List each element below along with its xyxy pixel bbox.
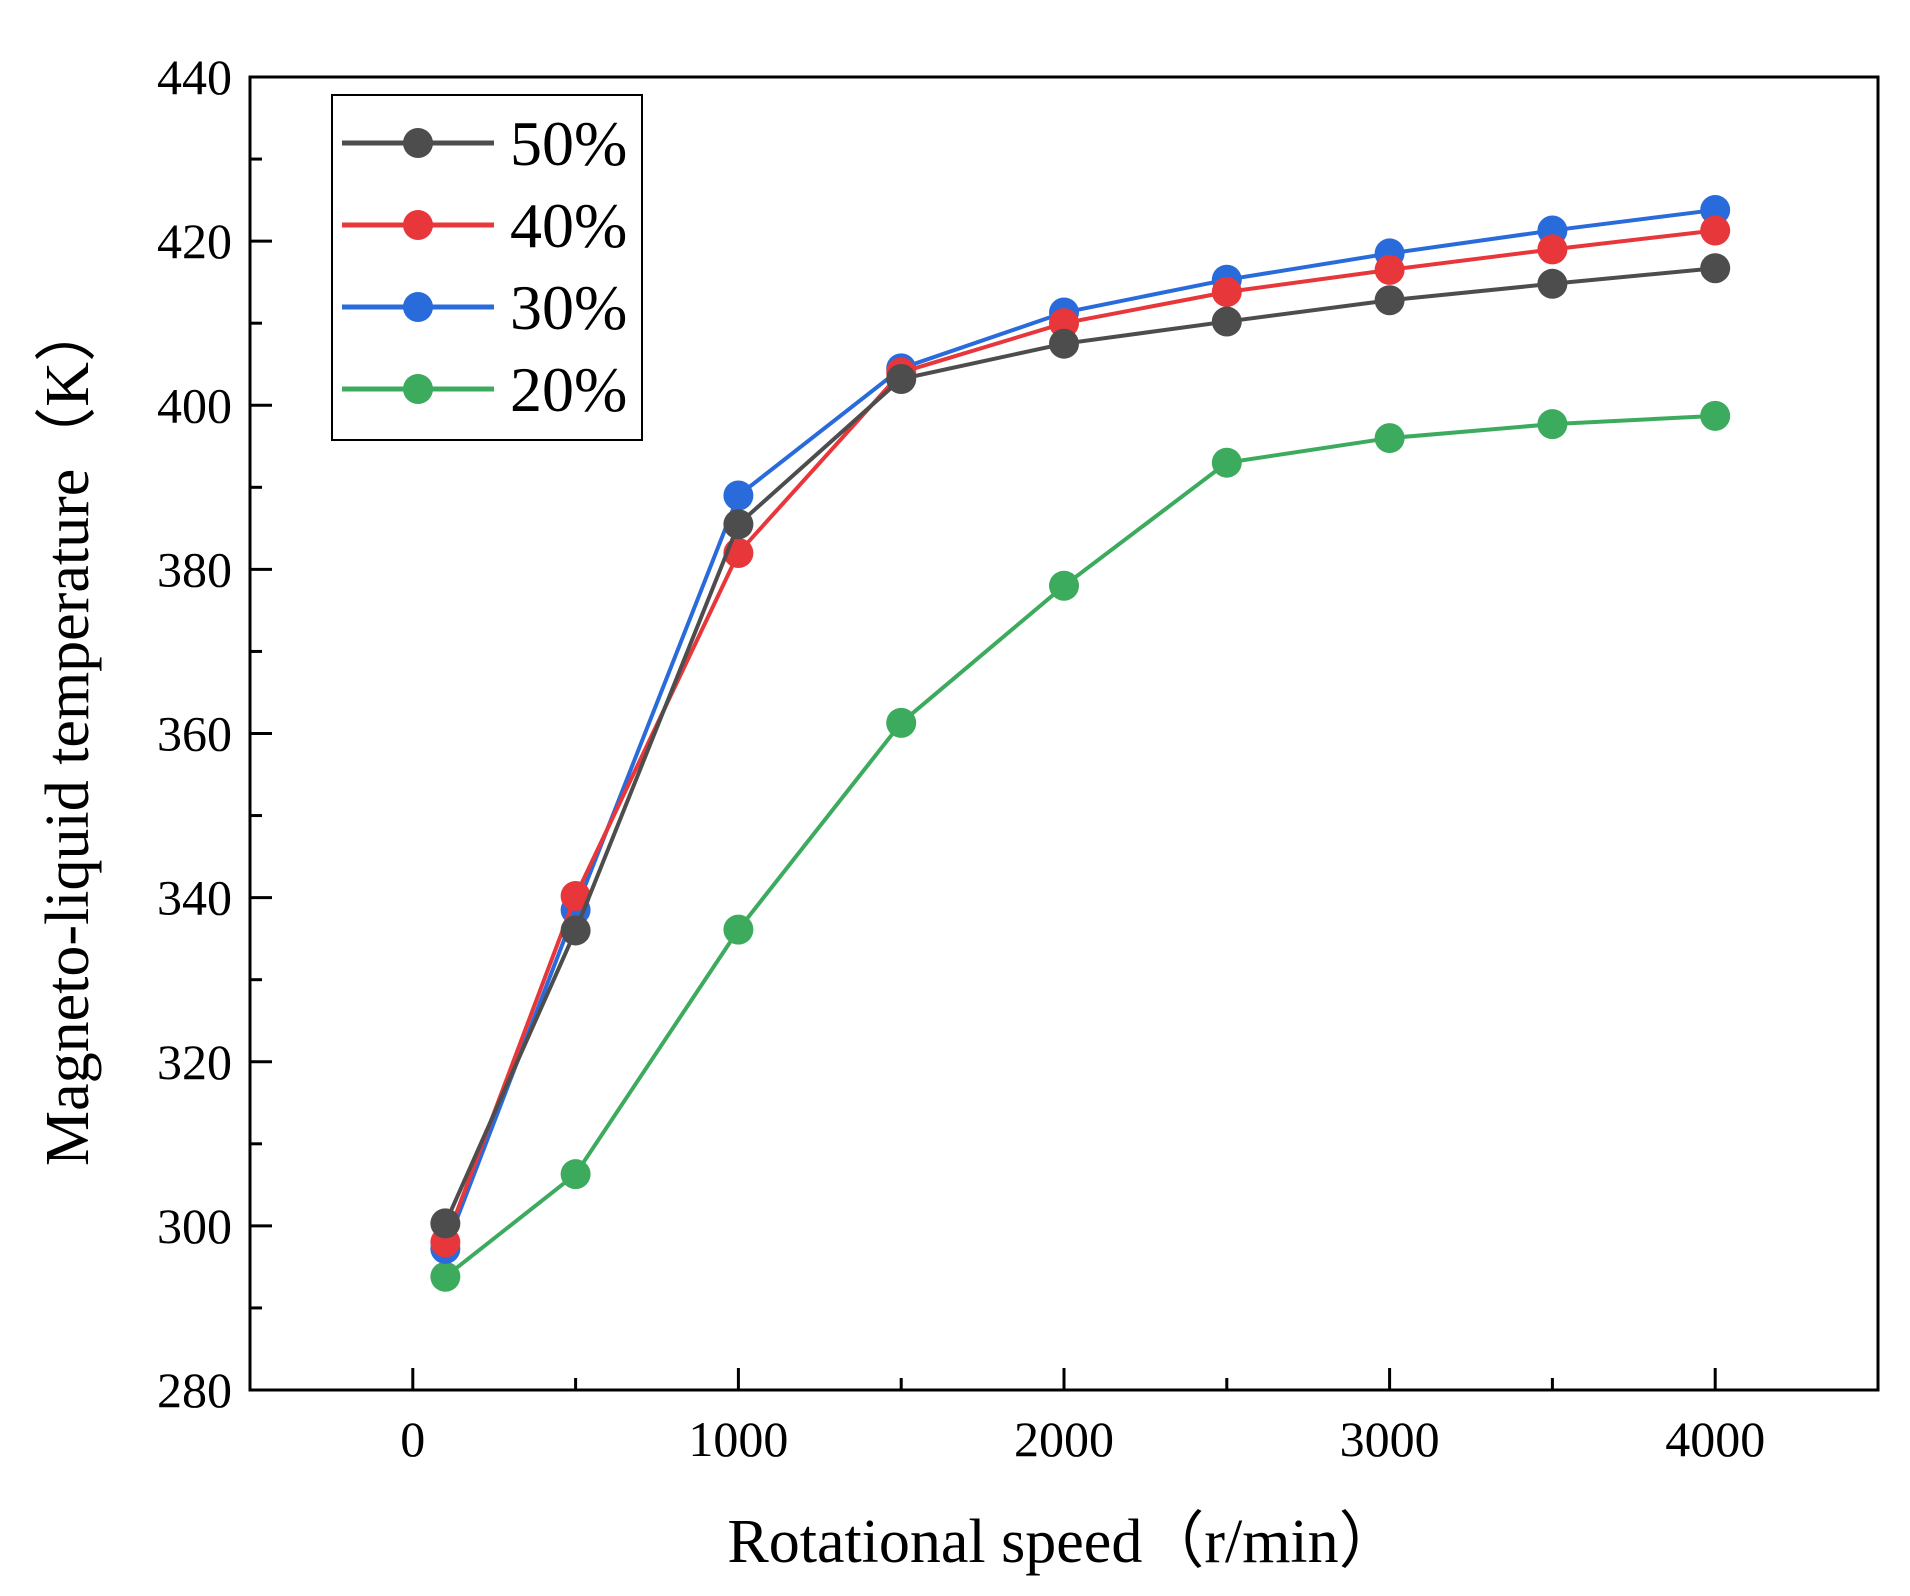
legend-label: 50% xyxy=(510,108,627,179)
data-point xyxy=(1537,234,1568,265)
series-50pct xyxy=(430,253,1731,1239)
data-point xyxy=(1374,254,1405,285)
x-tick-label: 1000 xyxy=(688,1411,788,1467)
data-point xyxy=(723,480,754,511)
data-point xyxy=(886,707,917,738)
legend-item-40pct: 40% xyxy=(342,190,627,261)
data-point xyxy=(560,1159,591,1190)
y-tick-label: 300 xyxy=(157,1198,232,1254)
series-line xyxy=(444,413,1716,1279)
data-point xyxy=(430,1261,461,1292)
legend-item-30pct: 30% xyxy=(342,272,627,343)
x-tick-label: 4000 xyxy=(1665,1411,1765,1467)
data-point xyxy=(1211,277,1242,308)
x-tick-label: 0 xyxy=(400,1411,425,1467)
x-tick-label: 2000 xyxy=(1014,1411,1114,1467)
data-point xyxy=(560,915,591,946)
data-point xyxy=(1049,570,1079,601)
data-point xyxy=(1049,328,1079,359)
legend-label: 40% xyxy=(510,190,627,261)
data-point xyxy=(1211,306,1242,337)
data-point xyxy=(886,363,917,394)
data-point xyxy=(1049,308,1079,339)
data-point xyxy=(1537,268,1568,299)
x-axis-title: Rotational speed（r/min） xyxy=(727,1508,1400,1576)
data-point xyxy=(430,1208,461,1239)
x-tick-label: 3000 xyxy=(1340,1411,1440,1467)
series-group xyxy=(430,194,1731,1292)
legend-label: 30% xyxy=(510,272,627,343)
data-point xyxy=(1700,253,1731,284)
legend-marker xyxy=(403,128,433,158)
legend: 50% 40% 30% 20% xyxy=(331,94,643,441)
data-point xyxy=(1211,447,1242,478)
data-point xyxy=(1700,215,1731,246)
legend-marker xyxy=(403,292,433,322)
y-tick-label: 360 xyxy=(157,706,232,762)
legend-item-50pct: 50% xyxy=(342,108,627,179)
y-tick-label: 280 xyxy=(157,1362,232,1418)
data-point xyxy=(1700,194,1731,225)
legend-marker xyxy=(403,374,433,404)
legend-marker xyxy=(403,210,433,240)
data-point xyxy=(1374,423,1405,454)
legend-box xyxy=(331,94,643,441)
data-point xyxy=(1700,400,1731,431)
data-point xyxy=(723,914,754,945)
data-point xyxy=(723,509,754,540)
y-axis-title: Magneto-liquid temperature（K） xyxy=(34,300,102,1166)
y-tick-label: 420 xyxy=(157,213,232,269)
y-tick-label: 380 xyxy=(157,541,232,597)
y-tick-label: 320 xyxy=(157,1034,232,1090)
data-point xyxy=(1374,285,1405,316)
data-point xyxy=(560,880,591,911)
y-tick-label: 440 xyxy=(157,49,232,105)
axis-ticks: 0 1000 2000 3000 4000 280 300 320 340 360 380 400 42… xyxy=(157,49,1880,1467)
series-20pct xyxy=(430,400,1731,1292)
data-point xyxy=(1537,409,1568,440)
legend-label: 20% xyxy=(510,354,627,425)
legend-item-20pct: 20% xyxy=(342,354,627,425)
y-tick-label: 400 xyxy=(157,377,232,433)
y-tick-label: 340 xyxy=(157,870,232,926)
